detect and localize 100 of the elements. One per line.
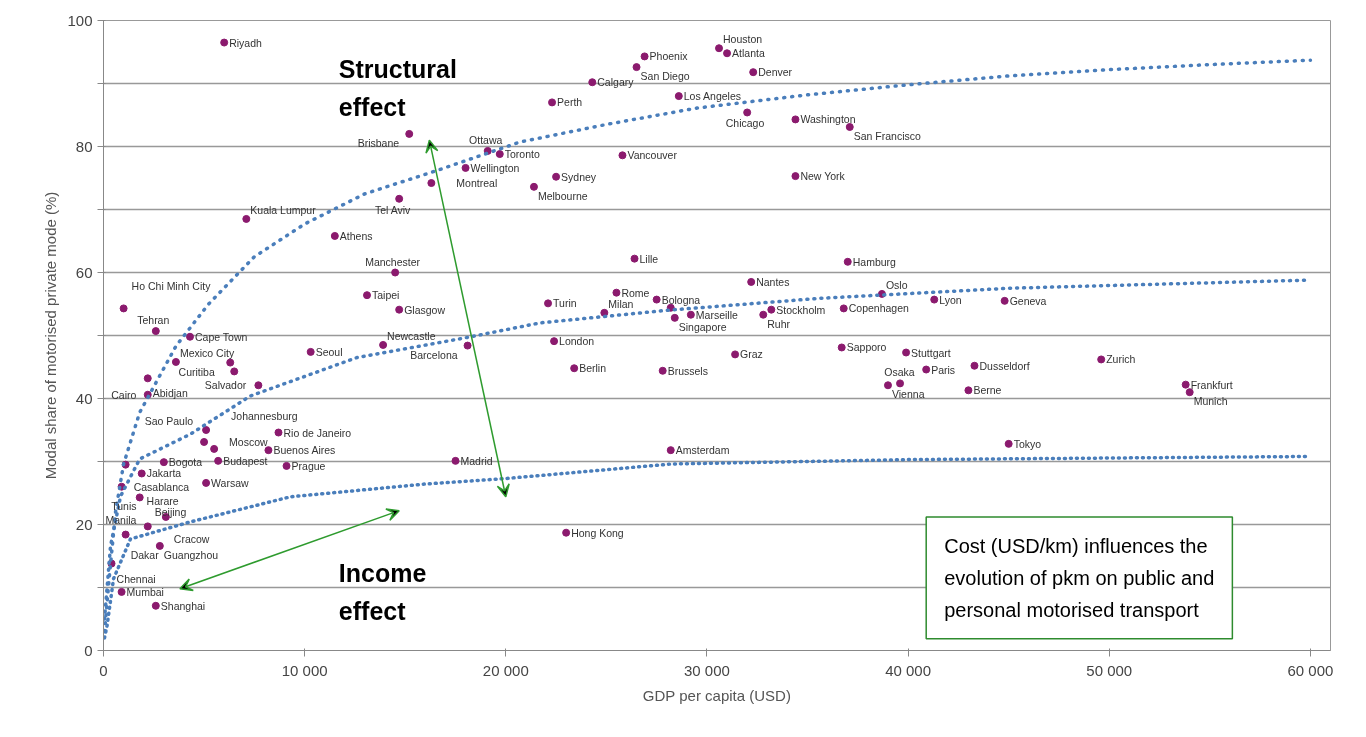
annotation: Sao Paulo <box>144 414 194 427</box>
annotation: Shanghai <box>160 599 206 612</box>
annotation: Jakarta <box>146 467 182 480</box>
annotation: Ottawa <box>469 133 503 146</box>
annotation: Mexico City <box>179 346 235 359</box>
annotation: Lille <box>639 252 659 265</box>
annotation: New York <box>800 170 846 183</box>
annotation: Johannesburg <box>231 410 298 422</box>
annotation: Dakar <box>130 548 160 561</box>
annotation: Sapporo <box>846 341 887 354</box>
annotation: Berne <box>973 384 1002 397</box>
annotation: Tokyo <box>1013 437 1042 450</box>
annotation: Rome <box>621 286 650 299</box>
annotation: Madrid <box>460 454 493 467</box>
annotation: Warsaw <box>211 476 250 489</box>
annotation: Tel Aviv <box>374 203 412 216</box>
x-tick-label: 50 000 <box>1086 661 1133 679</box>
annotation: Montreal <box>456 177 498 190</box>
annotation: Harare <box>146 494 179 507</box>
annotation: Atlanta <box>732 47 765 60</box>
annotation: Bogota <box>168 456 203 469</box>
x-tick-label: 30 000 <box>684 661 730 679</box>
annotation: Melbourne <box>537 189 588 202</box>
annotation: Hong Kong <box>571 526 624 539</box>
annotation: Ho Chi Minh City <box>131 280 212 293</box>
x-tick-label: 10 000 <box>281 661 328 679</box>
annotation: Munich <box>1193 395 1228 408</box>
annotation: London <box>559 335 595 348</box>
annotation: Chennai <box>116 572 156 585</box>
annotation: Salvador <box>204 379 247 392</box>
annotation: Income effect <box>338 559 427 625</box>
annotation: Lyon <box>939 293 962 306</box>
annotation: Buenos Aires <box>273 444 336 457</box>
annotation: Sydney <box>561 170 597 183</box>
annotation: Brussels <box>667 364 708 377</box>
annotation: Budapest <box>223 454 268 467</box>
annotation: Manila <box>105 513 137 526</box>
annotation: Paris <box>931 363 956 376</box>
annotation: Turin <box>553 297 577 310</box>
annotation: Bologna <box>661 293 701 306</box>
x-tick-label: 40 000 <box>885 661 932 679</box>
annotation: Hamburg <box>852 255 897 268</box>
y-tick-label: 40 <box>75 389 93 407</box>
annotation: Dusseldorf <box>979 359 1030 372</box>
annotation: Toronto <box>504 148 540 161</box>
annotation: Cairo <box>111 388 137 401</box>
annotation: Wellington <box>470 161 520 174</box>
annotation: Curitiba <box>178 365 215 378</box>
annotation: Guangzhou <box>163 548 219 561</box>
annotation: San Francisco <box>853 129 922 142</box>
x-tick-label: 20 000 <box>482 661 529 679</box>
x-tick-label: 60 000 <box>1287 661 1334 679</box>
annotation: Chicago <box>725 117 765 130</box>
annotation: Kuala Lumpur <box>250 203 317 216</box>
annotation: Vienna <box>891 388 925 401</box>
annotation: Copenhagen <box>848 302 910 315</box>
annotation: Milan <box>608 297 634 310</box>
annotation: Mumbai <box>126 585 164 598</box>
y-tick-label: 0 <box>84 641 93 659</box>
y-axis-title: Modal share of motorised private mode (%) <box>42 191 60 480</box>
annotation: Geneva <box>1009 294 1047 307</box>
annotation: Taipei <box>372 289 400 302</box>
annotation: Osaka <box>884 366 915 379</box>
annotation: Los Angeles <box>683 90 741 103</box>
annotation: Athens <box>339 229 373 242</box>
annotation: Graz <box>740 348 763 361</box>
annotation: Riyadh <box>229 36 263 49</box>
annotation: Cracow <box>173 532 210 545</box>
annotation: Ruhr <box>767 317 791 330</box>
annotation: Frankfurt <box>1190 378 1233 391</box>
annotation: Marseille <box>695 308 739 321</box>
annotation: Glasgow <box>404 303 446 316</box>
annotation: Structural effect <box>338 55 457 121</box>
annotation: Moscow <box>229 435 268 448</box>
annotation: Newcastle <box>387 329 436 342</box>
annotation: Oslo <box>885 278 908 291</box>
y-tick-label: 20 <box>75 515 93 533</box>
annotation: Singapore <box>678 320 727 333</box>
annotation: San Diego <box>640 70 690 83</box>
annotation: Perth <box>557 96 583 109</box>
annotation: Washington <box>800 113 856 126</box>
annotation: Prague <box>291 459 326 472</box>
annotation: Amsterdam <box>675 444 730 457</box>
y-tick-label: 60 <box>75 263 93 281</box>
annotation: Stockholm <box>776 303 826 316</box>
annotation: Denver <box>758 66 793 79</box>
annotation: Barcelona <box>410 348 458 361</box>
y-tick-label: 80 <box>75 137 93 155</box>
annotation: Berlin <box>579 362 607 375</box>
annotation: Rio de Janeiro <box>283 426 352 439</box>
annotation: Abidjan <box>152 387 188 400</box>
annotation: Brisbane <box>357 136 400 149</box>
annotation: Calgary <box>597 76 635 89</box>
annotation: Zurich <box>1106 353 1136 366</box>
annotation: Nantes <box>756 275 790 288</box>
annotation: Beijing <box>154 506 187 519</box>
annotation: Phoenix <box>649 50 689 63</box>
annotation: Casablanca <box>133 480 190 493</box>
annotation: Houston <box>723 33 763 46</box>
x-axis-title: GDP per capita (USD) <box>642 686 791 704</box>
